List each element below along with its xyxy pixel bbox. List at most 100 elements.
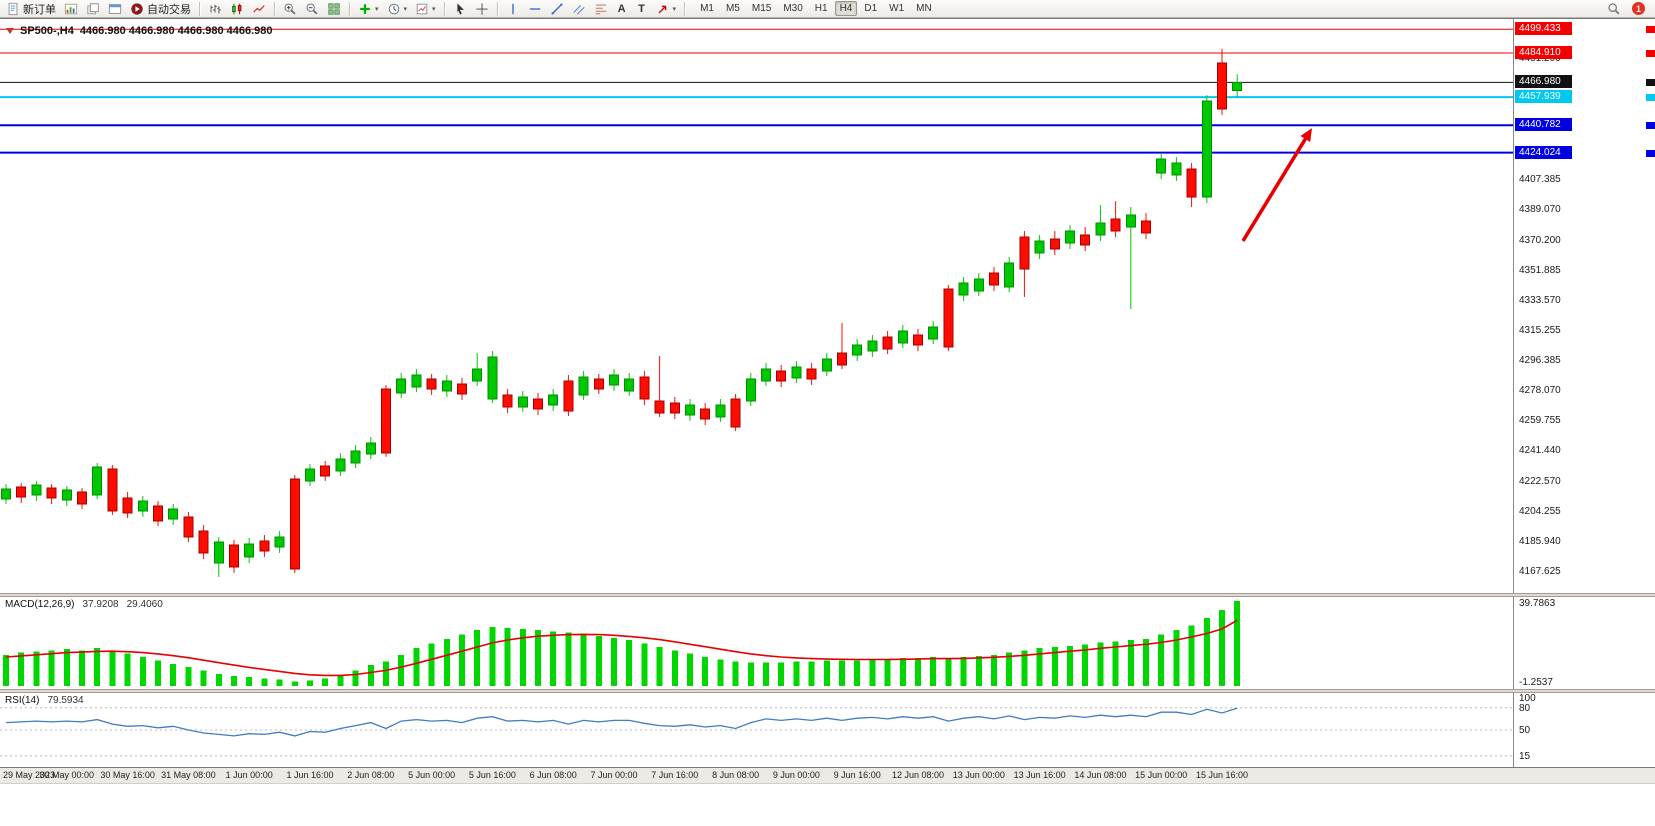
rsi-axis-label: 100 bbox=[1519, 693, 1536, 704]
trend-arrow[interactable] bbox=[1241, 128, 1312, 242]
price-axis-label: 4351.885 bbox=[1519, 264, 1561, 276]
line-edge-marker bbox=[1646, 149, 1655, 157]
panel-splitter[interactable] bbox=[0, 689, 1655, 693]
time-axis-label: 7 Jun 16:00 bbox=[651, 770, 699, 780]
price-line-label: 4499.433 bbox=[1515, 22, 1572, 36]
vertical-line-button[interactable] bbox=[502, 0, 524, 18]
rsi-axis[interactable]: 100 80 50 15 bbox=[1513, 693, 1655, 767]
candlestick-button[interactable] bbox=[226, 0, 248, 18]
line-edge-marker bbox=[1646, 94, 1655, 102]
timeframe-m15-button[interactable]: M15 bbox=[751, 3, 772, 14]
time-axis[interactable]: 29 May 2023 30 May 00:00 30 May 16:00 31 Ma… bbox=[0, 767, 1655, 826]
line-edge-marker bbox=[1646, 122, 1655, 130]
price-line-label: 4457.939 bbox=[1515, 90, 1572, 104]
crosshair-icon bbox=[475, 2, 488, 15]
price-axis-label: 4389.070 bbox=[1519, 203, 1561, 215]
fibonacci-icon bbox=[595, 4, 606, 14]
chevron-down-icon: ▾ bbox=[432, 5, 436, 13]
price-axis-label: 4222.570 bbox=[1519, 476, 1561, 488]
macd-canvas[interactable] bbox=[0, 597, 1513, 689]
line-chart-icon bbox=[253, 4, 265, 12]
rsi-line bbox=[5, 707, 1238, 737]
toolbar-separator bbox=[496, 1, 498, 16]
timeframe-h1-button[interactable]: H1 bbox=[814, 3, 828, 14]
toolbar-separator bbox=[349, 1, 350, 16]
terminal-button[interactable] bbox=[104, 0, 126, 18]
macd-axis-max: 39.7863 bbox=[1519, 598, 1556, 609]
new-order-button[interactable]: 新订单 bbox=[2, 0, 60, 18]
time-axis-label: 2 Jun 08:00 bbox=[347, 770, 395, 780]
timeframe-m1-button[interactable]: M1 bbox=[700, 3, 714, 14]
timeframe-d1-button[interactable]: D1 bbox=[864, 3, 878, 14]
toolbar-separator bbox=[684, 1, 686, 16]
price-axis-label: 4204.255 bbox=[1519, 506, 1561, 518]
time-axis-label: 1 Jun 16:00 bbox=[286, 770, 334, 780]
trendline-button[interactable] bbox=[546, 0, 568, 18]
price-line-label: 4440.782 bbox=[1515, 118, 1572, 132]
label-button[interactable]: T bbox=[632, 0, 652, 18]
panel-splitter[interactable] bbox=[0, 593, 1655, 597]
templates-button[interactable]: ▾ bbox=[411, 0, 440, 18]
cursor-button[interactable] bbox=[449, 0, 471, 18]
arrow-tool-icon bbox=[658, 5, 666, 13]
time-axis-label: 15 Jun 16:00 bbox=[1195, 770, 1249, 780]
label-icon: T bbox=[638, 2, 645, 15]
timeframe-w1-button[interactable]: W1 bbox=[889, 3, 905, 14]
timeframe-m5-button[interactable]: M5 bbox=[725, 3, 740, 14]
crosshair-button[interactable] bbox=[471, 0, 493, 18]
search-button[interactable] bbox=[1603, 0, 1625, 18]
horizontal-line-button[interactable] bbox=[524, 0, 546, 18]
macd-value-main: 37.9208 bbox=[82, 599, 119, 610]
text-icon: A bbox=[617, 2, 626, 15]
price-axis-label: 4370.200 bbox=[1519, 234, 1561, 246]
price-chart-canvas[interactable] bbox=[0, 19, 1513, 594]
time-axis-label: 5 Jun 16:00 bbox=[468, 770, 516, 780]
toolbar-separator bbox=[274, 1, 275, 16]
timeframe-m30-button[interactable]: M30 bbox=[783, 3, 803, 14]
rsi-axis-label: 15 bbox=[1519, 750, 1531, 762]
new-order-icon bbox=[8, 2, 18, 15]
profiles-button[interactable] bbox=[82, 0, 104, 18]
toolbar-separator bbox=[443, 1, 445, 16]
channel-icon bbox=[572, 4, 585, 15]
time-axis-label: 31 May 08:00 bbox=[161, 770, 216, 780]
rsi-canvas[interactable] bbox=[0, 693, 1513, 767]
arrows-button[interactable]: ▾ bbox=[652, 0, 681, 18]
timeframe-mn-button[interactable]: MN bbox=[916, 3, 932, 14]
price-axis-label: 4259.755 bbox=[1519, 415, 1561, 427]
bar-chart-button[interactable] bbox=[204, 0, 226, 18]
zoom-in-button[interactable] bbox=[279, 0, 301, 18]
time-axis-label: 30 May 16:00 bbox=[100, 770, 155, 780]
clock-icon bbox=[388, 3, 399, 14]
tile-windows-button[interactable] bbox=[323, 0, 345, 18]
notification-badge[interactable]: 1 bbox=[1632, 2, 1645, 15]
search-icon bbox=[1608, 2, 1620, 14]
price-line-label: 4484.910 bbox=[1515, 46, 1572, 59]
indicators-plus-icon bbox=[360, 3, 370, 14]
price-axis[interactable]: 4481.2004407.3854389.0704370.2004351.885… bbox=[1513, 19, 1655, 594]
channel-button[interactable] bbox=[568, 0, 590, 18]
rsi-axis-label: 80 bbox=[1519, 702, 1531, 714]
indicators-button[interactable]: ▾ bbox=[354, 0, 383, 18]
candles-group bbox=[1, 48, 1243, 577]
macd-axis[interactable]: 39.7863 -1.2537 bbox=[1513, 597, 1655, 689]
time-axis-strip: 29 May 2023 30 May 00:00 30 May 16:00 31 Ma… bbox=[0, 768, 1655, 784]
timeframe-h4-button[interactable]: H4 bbox=[834, 1, 858, 16]
time-axis-label: 5 Jun 00:00 bbox=[408, 770, 456, 780]
line-edge-marker bbox=[1646, 79, 1655, 87]
bar-chart-icon bbox=[210, 4, 221, 13]
macd-histogram bbox=[3, 601, 1241, 687]
line-chart-button[interactable] bbox=[248, 0, 270, 18]
template-icon bbox=[416, 3, 428, 14]
auto-trading-button[interactable]: 自动交易 bbox=[126, 0, 195, 18]
zoom-out-button[interactable] bbox=[301, 0, 323, 18]
periods-button[interactable]: ▾ bbox=[383, 0, 412, 18]
macd-panel: MACD(12,26,9) 37.9208 29.4060 39.7863 -1… bbox=[0, 597, 1655, 689]
fibonacci-button[interactable] bbox=[590, 0, 612, 18]
line-edge-marker bbox=[1646, 26, 1655, 34]
new-chart-button[interactable] bbox=[60, 0, 82, 18]
text-button[interactable]: A bbox=[612, 0, 632, 18]
price-axis-label: 4315.255 bbox=[1519, 324, 1561, 336]
macd-name: MACD(12,26,9) bbox=[5, 599, 75, 610]
